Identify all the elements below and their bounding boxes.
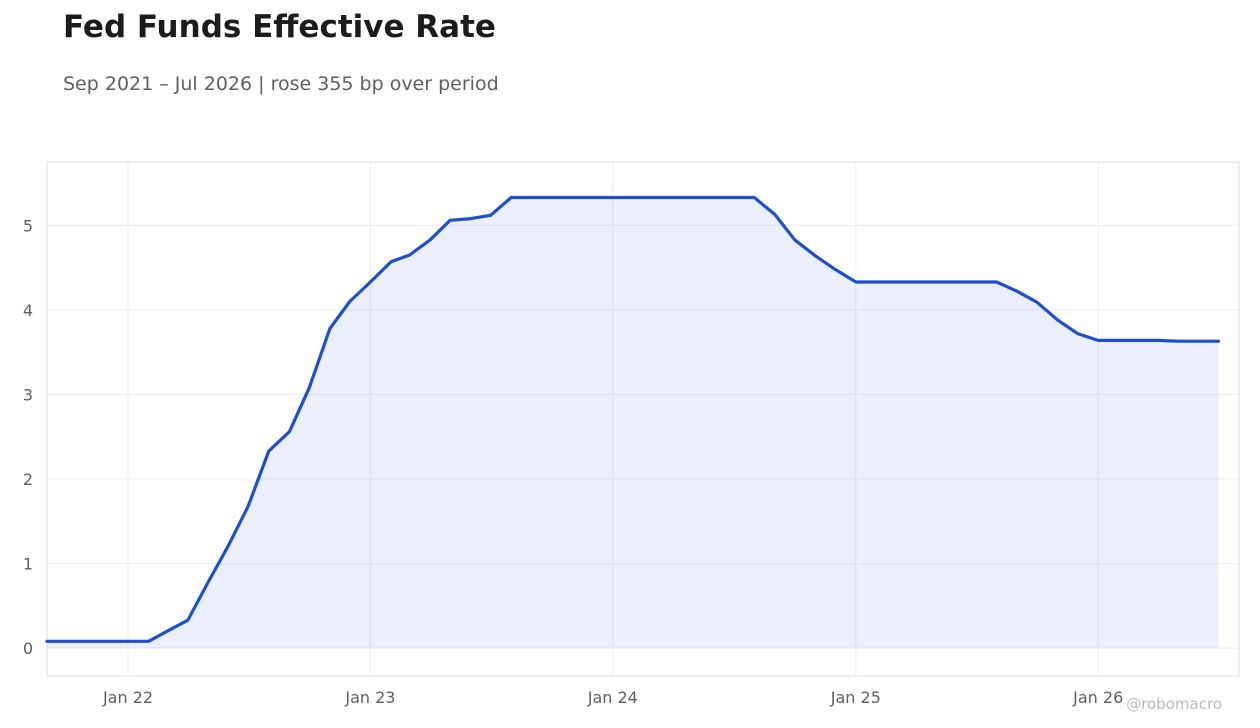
y-tick-label: 4 xyxy=(23,301,33,320)
y-tick-label: 0 xyxy=(23,639,33,658)
x-tick-label: Jan 22 xyxy=(102,688,153,707)
credit-watermark: @robomacro xyxy=(1126,695,1222,713)
chart-subtitle: Sep 2021 – Jul 2026 | rose 355 bp over p… xyxy=(63,73,499,95)
x-tick-label: Jan 23 xyxy=(344,688,395,707)
axis-tick-labels: 0 1 2 3 4 5 Jan 22 Jan 23 Jan 24 Jan 25 Jan 26 xyxy=(23,216,1123,707)
rate-series-line xyxy=(45,195,1220,643)
y-tick-label: 3 xyxy=(23,385,33,404)
x-tick-label: Jan 26 xyxy=(1072,688,1123,707)
rate-area-fill xyxy=(47,197,1219,649)
y-tick-label: 1 xyxy=(23,555,33,574)
x-tick-label: Jan 24 xyxy=(587,688,638,707)
grid-lines xyxy=(47,162,1239,676)
y-tick-label: 2 xyxy=(23,470,33,489)
x-tick-label: Jan 25 xyxy=(830,688,881,707)
plot-frame xyxy=(46,161,1240,677)
y-tick-label: 5 xyxy=(23,216,33,235)
chart-title: Fed Funds Effective Rate xyxy=(63,9,496,45)
